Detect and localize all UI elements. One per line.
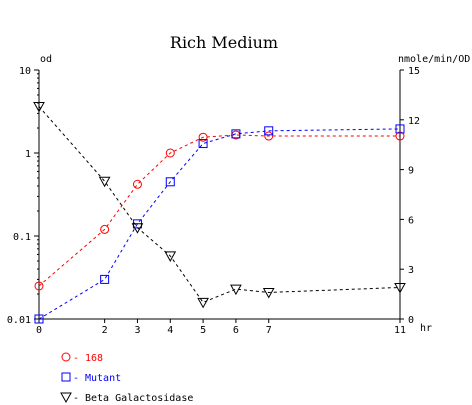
y-right-ticks: 0 3 6 9 12 15 [400, 66, 420, 326]
series-group [34, 124, 405, 324]
x-tick-label: 11 [394, 325, 406, 336]
data-point [33, 102, 45, 113]
data-point [394, 282, 406, 294]
data-point [98, 176, 111, 188]
y-left-tick-label: 1 [25, 149, 31, 160]
y-right-tick-label: 3 [408, 265, 414, 276]
legend-item: - Beta Galactosidase [60, 392, 193, 404]
y-right-tick-label: 9 [408, 166, 414, 177]
data-point [100, 274, 110, 284]
series-group [33, 102, 406, 309]
y-left-ticks: 0.01 0.1 1 10 [7, 66, 39, 326]
legend-label: 168 [85, 353, 103, 364]
x-tick-label: 6 [233, 325, 239, 336]
y-right-tick-label: 6 [408, 215, 414, 226]
data-point [164, 251, 177, 262]
data-point [34, 314, 44, 324]
chart-title: Rich Medium [170, 33, 278, 52]
data-point [395, 124, 405, 134]
data-point [197, 297, 209, 309]
data-point [264, 126, 274, 136]
data-point [230, 284, 242, 296]
x-tick-label: 4 [167, 325, 173, 336]
series-line [38, 106, 401, 304]
data-point [100, 224, 110, 234]
data-point [132, 179, 142, 189]
y-right-tick-label: 12 [408, 116, 420, 127]
data-point [198, 132, 208, 142]
data-point [131, 223, 144, 234]
data-point [262, 287, 275, 299]
legend-item: -168 [61, 352, 103, 364]
data-point [264, 131, 274, 141]
legend-item: - Mutant [61, 372, 121, 384]
y-right-tick-label: 15 [408, 66, 420, 77]
legend-label: Mutant [85, 373, 121, 384]
legend-marker [61, 372, 71, 382]
y-right-axis-label: nmole/min/OD [398, 54, 470, 65]
legend-label: Beta Galactosidase [85, 393, 193, 404]
x-tick-label: 3 [134, 325, 140, 336]
x-tick-label: 2 [102, 325, 108, 336]
x-tick-label: 5 [200, 325, 206, 336]
y-left-tick-label: 10 [19, 66, 31, 77]
series-layer [33, 102, 406, 324]
series-line [38, 134, 400, 287]
y-right-tick-label: 0 [408, 315, 414, 326]
x-tick-label: 7 [266, 325, 272, 336]
x-ticks: 0 2 3 4 5 6 7 11 [36, 319, 406, 336]
data-point [231, 129, 241, 139]
legend-dash: - [73, 393, 79, 404]
data-point [198, 139, 208, 149]
series-line [38, 128, 401, 320]
x-tick-label: 0 [36, 325, 42, 336]
legend-dash: - [73, 353, 79, 364]
data-point [165, 148, 175, 158]
series-group [34, 130, 405, 291]
y-left-tick-label: 0.01 [7, 315, 31, 326]
x-axis-label: hr [420, 323, 432, 334]
legend-marker [60, 392, 72, 404]
y-left-axis-label: od [40, 54, 52, 65]
legend-marker [61, 352, 71, 362]
legend: -168- Mutant- Beta Galactosidase [60, 352, 193, 404]
y-left-tick-label: 0.1 [13, 232, 31, 243]
data-point [395, 131, 405, 141]
legend-dash: - [73, 373, 79, 384]
axes [38, 70, 401, 320]
data-point [165, 177, 175, 187]
data-point [34, 281, 44, 291]
